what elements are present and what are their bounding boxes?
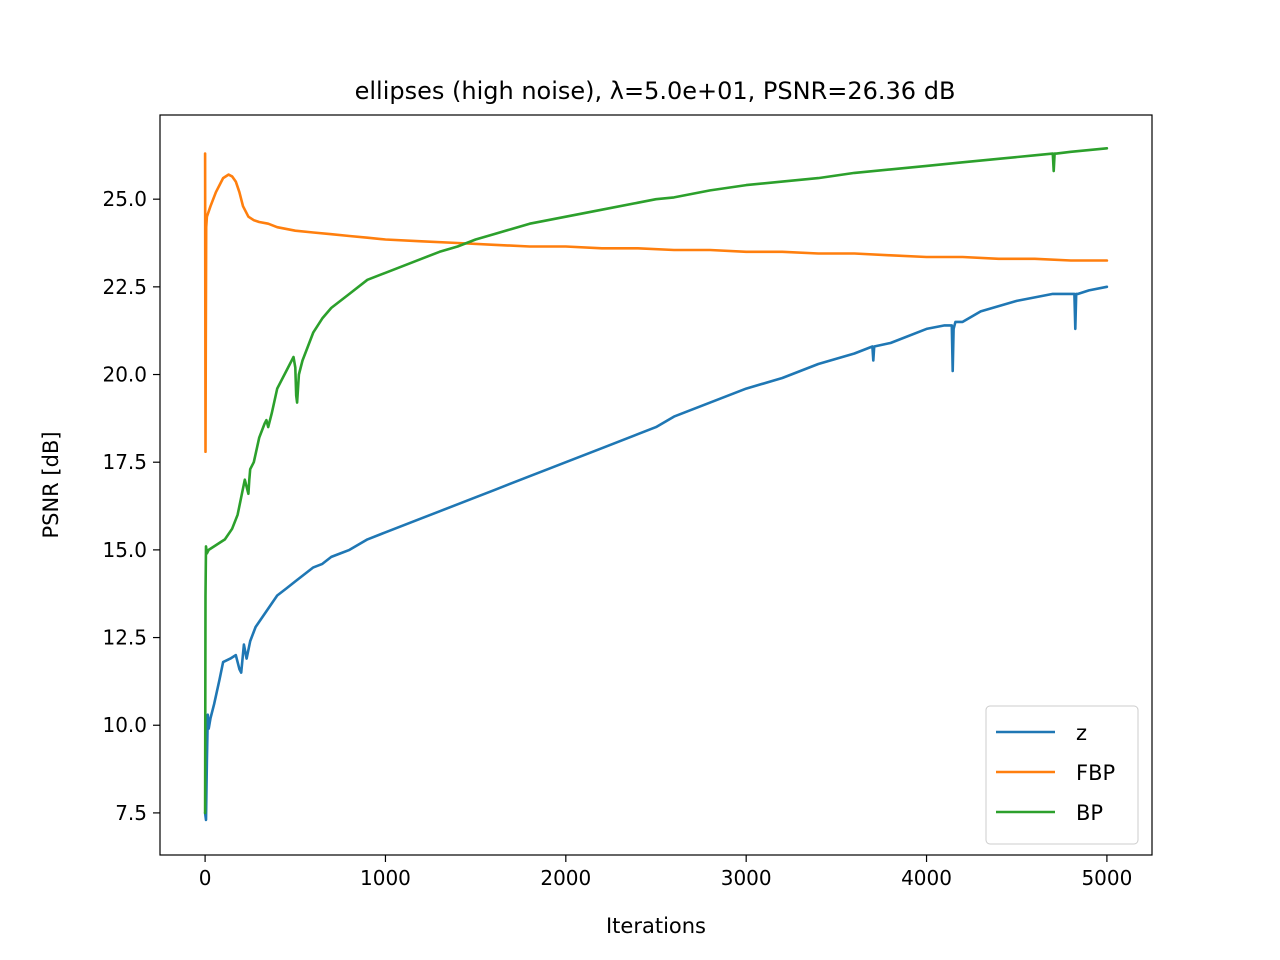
series-layer <box>203 147 1109 822</box>
x-tick-label: 3000 <box>721 866 772 890</box>
legend-label-bp: BP <box>1076 801 1103 825</box>
y-tick-label: 17.5 <box>102 450 147 474</box>
plot-frame <box>159 114 1153 856</box>
y-tick-label: 10.0 <box>102 713 147 737</box>
legend: z FBP BP <box>985 705 1139 845</box>
y-tick-label: 15.0 <box>102 538 147 562</box>
x-axis-label: Iterations <box>606 914 706 938</box>
x-axis: 0 1000 2000 3000 4000 5000 <box>199 855 1132 890</box>
chart-title: ellipses (high noise), λ=5.0e+01, PSNR=2… <box>355 77 956 105</box>
legend-box <box>985 705 1139 845</box>
x-tick-label: 1000 <box>360 866 411 890</box>
x-tick-label: 5000 <box>1081 866 1132 890</box>
series-line-bp <box>203 147 1109 815</box>
y-axis-label: PSNR [dB] <box>39 431 63 538</box>
y-tick-label: 25.0 <box>102 187 147 211</box>
y-axis: 7.5 10.0 12.5 15.0 17.5 20.0 22.5 25.0 <box>102 187 160 825</box>
legend-label-fbp: FBP <box>1076 761 1115 785</box>
x-tick-label: 0 <box>199 866 212 890</box>
series-line-fbp <box>203 152 1109 454</box>
x-tick-label: 2000 <box>540 866 591 890</box>
y-tick-label: 20.0 <box>102 363 147 387</box>
y-tick-label: 22.5 <box>102 275 147 299</box>
x-tick-label: 4000 <box>901 866 952 890</box>
y-tick-label: 7.5 <box>115 801 147 825</box>
legend-items: z FBP BP <box>996 721 1115 825</box>
series-line-z <box>203 285 1109 822</box>
legend-label-z: z <box>1076 721 1087 745</box>
y-tick-label: 12.5 <box>102 626 147 650</box>
